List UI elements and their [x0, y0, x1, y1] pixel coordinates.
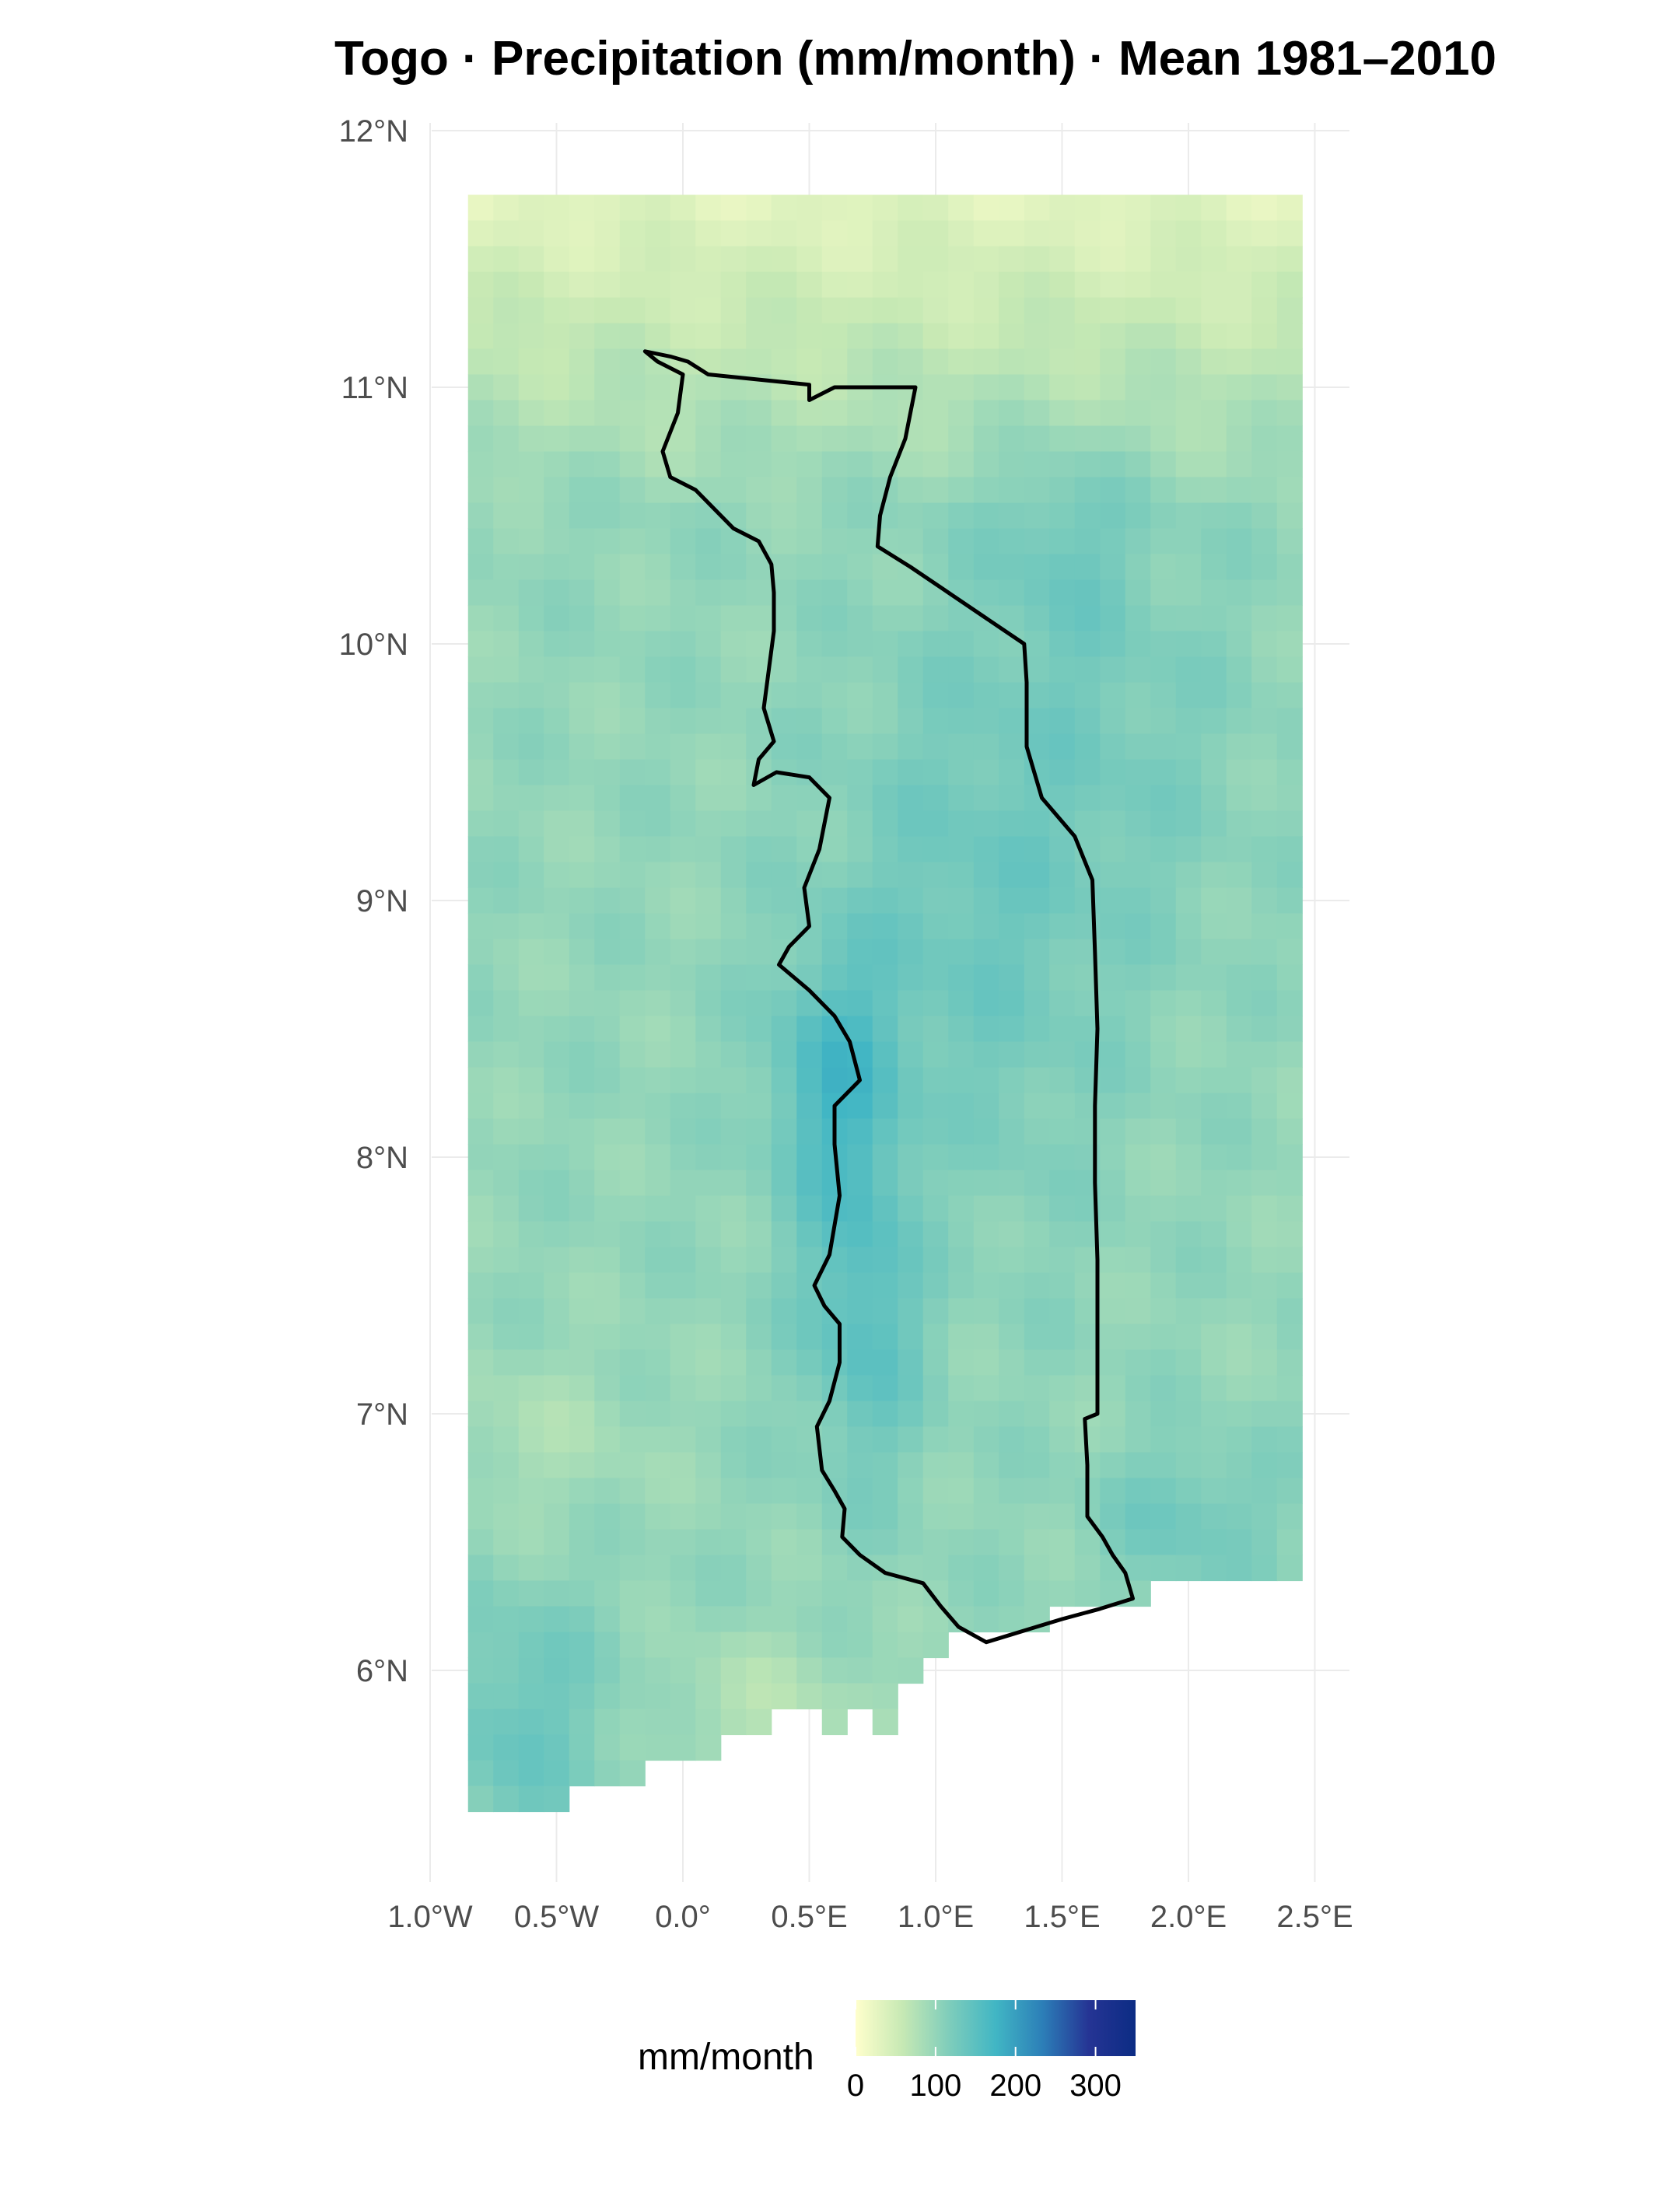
lon-tick-label: 0.5°W [514, 1900, 600, 1934]
lon-tick-label: 2.5°E [1276, 1900, 1353, 1934]
lat-tick-label: 8°N [356, 1141, 408, 1175]
legend-colorbar [856, 2000, 1136, 2056]
legend-tick-label: 200 [989, 2069, 1042, 2103]
legend-tick-label: 300 [1069, 2069, 1122, 2103]
lon-tick-label: 0.5°E [771, 1900, 847, 1934]
precipitation-map: 12°N 11°N 10°N 9°N 8°N 7°N 6°N 1.0°W 0.5°W 0.0° 0… [339, 114, 1353, 1934]
lon-tick-label: 1.5°E [1024, 1900, 1100, 1934]
legend-tick-labels: 0 100 200 300 [824, 2069, 1198, 2107]
longitude-labels: 1.0°W 0.5°W 0.0° 0.5°E 1.0°E 1.5°E 2.0°E 2.5°E [387, 1900, 1353, 1934]
lat-tick-label: 7°N [356, 1397, 408, 1432]
togo-boundary [642, 349, 1135, 1645]
latitude-labels: 12°N 11°N 10°N 9°N 8°N 7°N 6°N [339, 114, 408, 1688]
lat-tick-label: 12°N [339, 114, 408, 149]
lon-tick-label: 1.0°E [898, 1900, 974, 1934]
legend-tick-label: 0 [846, 2069, 865, 2103]
lat-tick-label: 11°N [341, 371, 408, 405]
lat-tick-label: 6°N [356, 1654, 408, 1688]
lon-tick-label: 2.0°E [1150, 1900, 1227, 1934]
precipitation-raster [467, 194, 1303, 1813]
lon-tick-label: 0.0° [655, 1900, 711, 1934]
lat-tick-label: 9°N [356, 884, 408, 918]
legend-title: mm/month [638, 2037, 814, 2078]
lat-tick-label: 10°N [339, 628, 408, 662]
lon-tick-label: 1.0°W [387, 1900, 473, 1934]
map-title: Togo · Precipitation (mm/month) · Mean 1… [334, 32, 1497, 86]
legend-tick-label: 100 [909, 2069, 962, 2103]
